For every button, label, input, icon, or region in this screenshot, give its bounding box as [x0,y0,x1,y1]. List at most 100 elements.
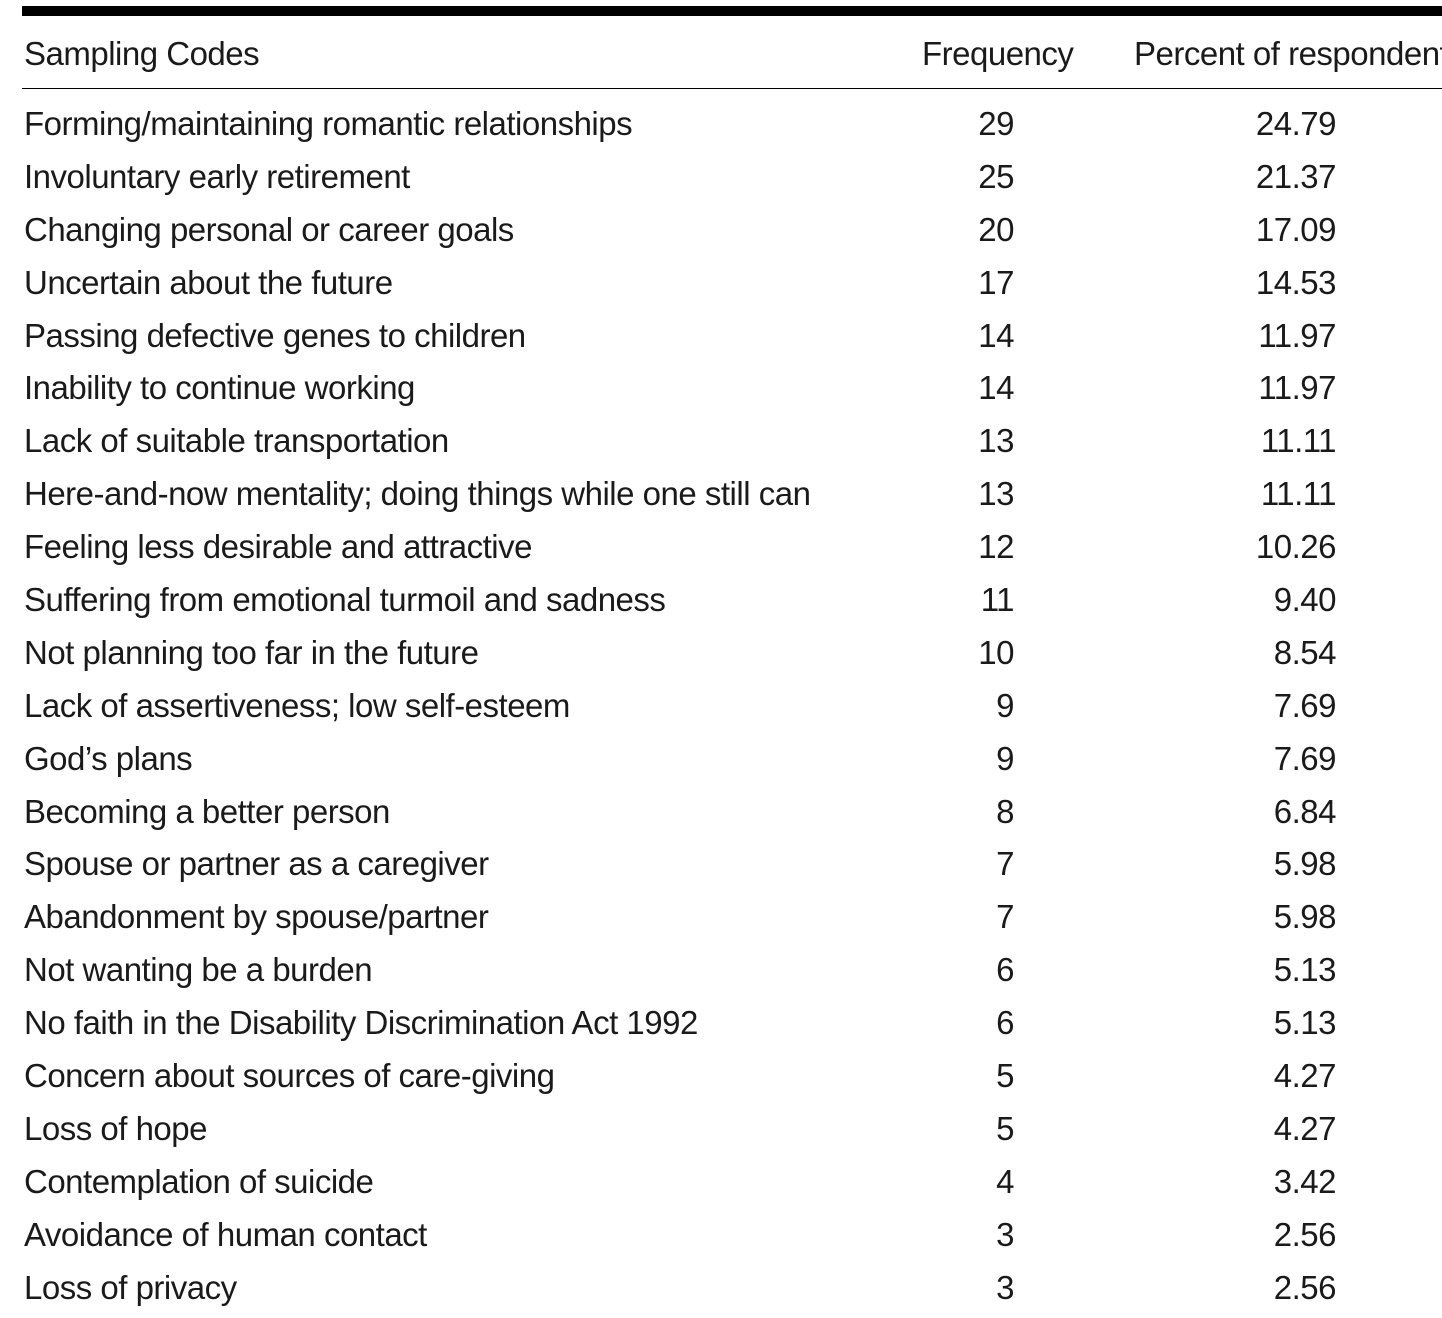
cell-percent: 11.11 [1260,422,1337,460]
table-row: Loss of hope 5 4.27 [0,1103,1442,1156]
cell-frequency: 3 [996,1215,1014,1253]
table-row: Involuntary early retirement 25 21.37 [0,151,1442,204]
table-row: Becoming a better person 8 6.84 [0,786,1442,839]
cell-sampling-code: Feeling less desirable and attractive [24,528,532,566]
cell-sampling-code: Uncertain about the future [24,263,393,301]
cell-sampling-code: Involuntary early retirement [24,157,410,195]
cell-sampling-code: Concern about sources of care-giving [24,1057,555,1095]
cell-frequency: 4 [996,1162,1014,1200]
table-row: Avoidance of human contact 3 2.56 [0,1209,1442,1262]
table-row: Concern about sources of care-giving 5 4.2… [0,1050,1442,1103]
cell-frequency: 6 [996,1004,1014,1042]
table-row: Inability to continue working 14 11.97 [0,362,1442,415]
cell-sampling-code: Loss of hope [24,1109,207,1147]
table-row: Changing personal or career goals 20 17.09 [0,204,1442,257]
cell-frequency: 5 [996,1109,1014,1147]
cell-percent: 11.11 [1260,475,1337,513]
cell-sampling-code: Becoming a better person [24,792,390,830]
cell-frequency: 6 [996,951,1014,989]
table-top-rule [22,6,1442,16]
cell-sampling-code: Forming/maintaining romantic relationshi… [24,105,633,142]
table-row: No faith in the Disability Discriminatio… [0,997,1442,1050]
cell-percent: 9.40 [1273,581,1337,619]
cell-frequency: 8 [996,792,1014,830]
cell-frequency: 12 [978,528,1014,566]
table-body: Forming/maintaining romantic relationshi… [0,98,1442,1314]
cell-percent: 10.26 [1255,528,1337,566]
cell-frequency: 3 [996,1268,1014,1306]
table-row: Forming/maintaining romantic relationshi… [0,98,1442,151]
cell-sampling-code: Not wanting be a burden [24,951,373,989]
table-row: Loss of privacy 3 2.56 [0,1262,1442,1315]
table-header-row: Sampling Codes Frequency Percent of resp… [0,30,1442,78]
cell-percent: 4.27 [1273,1109,1337,1147]
cell-frequency: 9 [996,739,1014,777]
cell-frequency: 14 [978,369,1014,407]
table-row: God’s plans 9 7.69 [0,733,1442,786]
table-row: Not planning too far in the future 10 8.54 [0,627,1442,680]
table-row: Here-and-now mentality; doing things whi… [0,468,1442,521]
header-frequency: Frequency [922,35,1074,72]
cell-percent: 11.97 [1258,316,1336,354]
cell-percent: 11.97 [1258,369,1336,407]
cell-sampling-code: No faith in the Disability Discriminatio… [24,1004,698,1042]
cell-frequency: 13 [978,475,1014,513]
cell-sampling-code: Lack of assertiveness; low self-esteem [24,686,570,724]
cell-sampling-code: Not planning too far in the future [24,633,479,671]
table-row: Abandonment by spouse/partner 7 5.98 [0,891,1442,944]
cell-percent: 5.98 [1273,845,1337,883]
table-row: Lack of suitable transportation 13 11.11 [0,415,1442,468]
cell-percent: 4.27 [1273,1057,1337,1095]
cell-frequency: 13 [978,422,1014,460]
cell-percent: 6.84 [1273,792,1337,830]
cell-sampling-code: God’s plans [24,739,193,777]
cell-sampling-code: Spouse or partner as a caregiver [24,845,489,883]
cell-sampling-code: Avoidance of human contact [24,1215,427,1253]
cell-percent: 5.13 [1273,951,1337,989]
cell-percent: 24.79 [1255,105,1337,142]
cell-sampling-code: Inability to continue working [24,369,415,407]
cell-frequency: 11 [980,581,1015,619]
cell-sampling-code: Here-and-now mentality; doing things whi… [24,475,811,513]
cell-sampling-code: Lack of suitable transportation [24,422,449,460]
cell-percent: 14.53 [1255,263,1337,301]
cell-frequency: 14 [978,316,1014,354]
table-row: Contemplation of suicide 4 3.42 [0,1156,1442,1209]
cell-sampling-code: Abandonment by spouse/partner [24,898,489,936]
cell-sampling-code: Suffering from emotional turmoil and sad… [24,581,666,619]
cell-percent: 7.69 [1273,739,1337,777]
table-row: Feeling less desirable and attractive 12 1… [0,521,1442,574]
cell-percent: 3.42 [1273,1162,1337,1200]
cell-percent: 21.37 [1255,157,1337,195]
table-row: Lack of assertiveness; low self-esteem 9 7… [0,680,1442,733]
table-row: Suffering from emotional turmoil and sad… [0,574,1442,627]
cell-sampling-code: Contemplation of suicide [24,1162,374,1200]
cell-sampling-code: Loss of privacy [24,1268,237,1306]
cell-percent: 5.98 [1273,898,1337,936]
cell-frequency: 7 [996,845,1014,883]
cell-percent: 2.56 [1273,1268,1337,1306]
cell-frequency: 5 [996,1057,1014,1095]
table-row: Spouse or partner as a caregiver 7 5.98 [0,838,1442,891]
cell-frequency: 9 [996,686,1014,724]
cell-percent: 7.69 [1273,686,1337,724]
cell-percent: 8.54 [1273,633,1337,671]
cell-percent: 2.56 [1273,1215,1337,1253]
cell-frequency: 20 [978,210,1014,248]
cell-frequency: 25 [978,157,1014,195]
header-sampling-codes: Sampling Codes [24,35,260,72]
cell-sampling-code: Passing defective genes to children [24,316,526,354]
cell-frequency: 29 [978,105,1014,142]
table-row: Uncertain about the future 17 14.53 [0,257,1442,310]
cell-frequency: 7 [996,898,1014,936]
cell-sampling-code: Changing personal or career goals [24,210,514,248]
cell-percent: 5.13 [1273,1004,1337,1042]
cell-frequency: 17 [978,263,1014,301]
table-header-rule [22,88,1442,89]
header-percent-of-respondents: Percent of respondents [1134,35,1442,72]
table-row: Not wanting be a burden 6 5.13 [0,944,1442,997]
cell-frequency: 10 [978,633,1014,671]
cell-percent: 17.09 [1255,210,1337,248]
table-row: Passing defective genes to children 14 11.… [0,310,1442,363]
